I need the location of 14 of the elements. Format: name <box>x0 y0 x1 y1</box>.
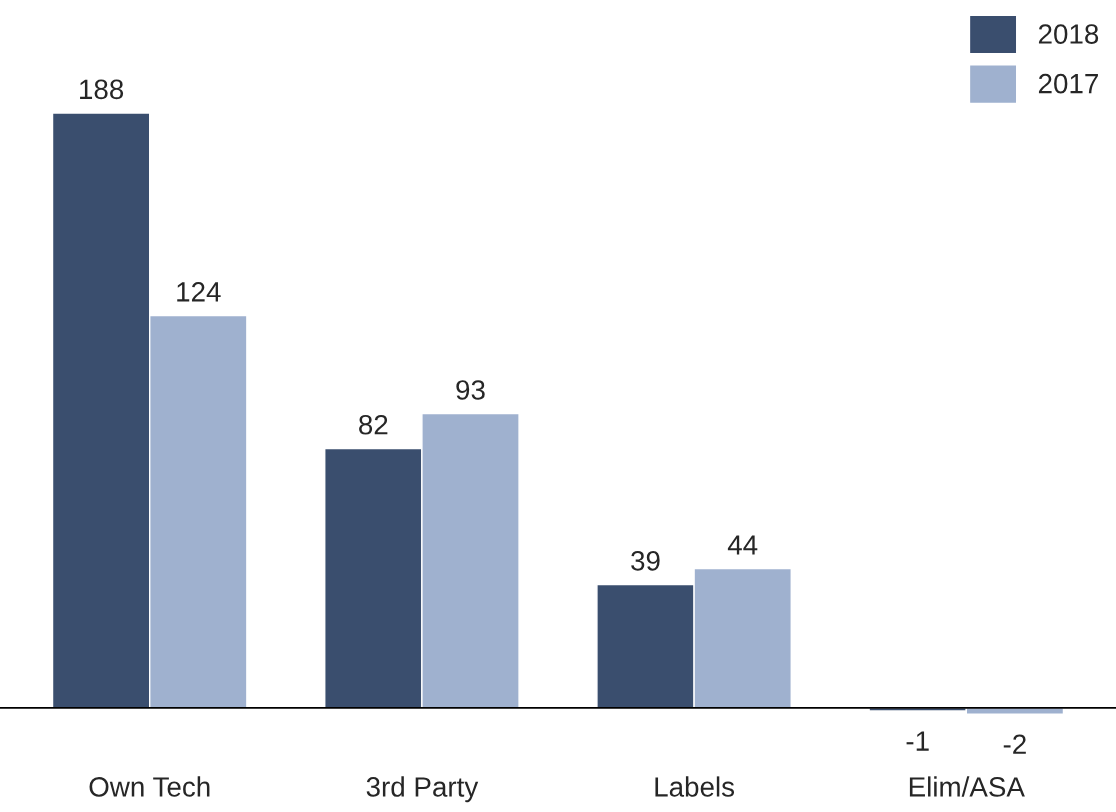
data-label: 39 <box>631 551 660 571</box>
x-tick-label: Elim/ASA <box>909 776 1025 797</box>
data-label: 93 <box>456 380 485 400</box>
data-label: 188 <box>80 79 124 100</box>
data-label: -2 <box>1003 734 1026 754</box>
legend-label: 2018 <box>1038 24 1099 44</box>
x-tick-label: Labels <box>655 776 735 797</box>
x-tick-label: Own Tech <box>89 776 210 797</box>
legend-label: 2017 <box>1038 73 1098 94</box>
data-label: 82 <box>359 414 388 435</box>
data-label: 44 <box>727 535 758 555</box>
data-label: -1 <box>906 731 929 751</box>
data-label: 124 <box>177 282 221 302</box>
x-tick-label: 3rd Party <box>366 776 479 803</box>
